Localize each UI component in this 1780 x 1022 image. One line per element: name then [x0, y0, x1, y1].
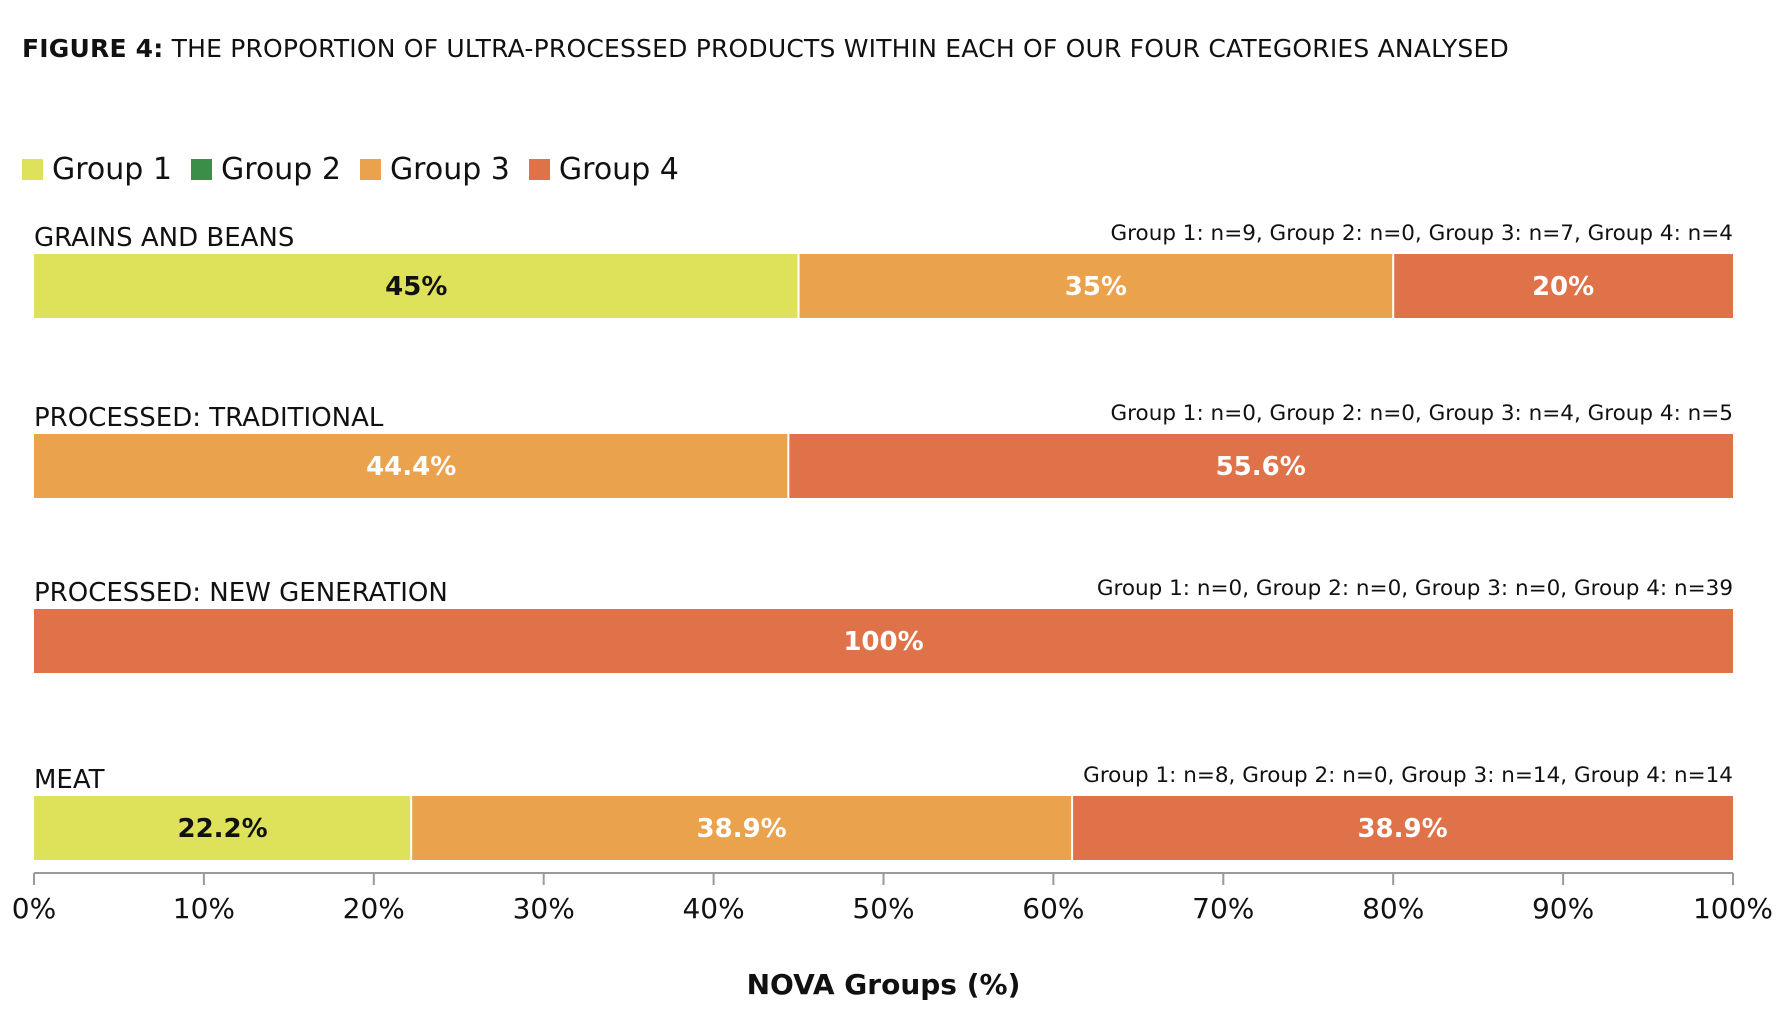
category-counts: Group 1: n=0, Group 2: n=0, Group 3: n=0…: [1097, 576, 1733, 601]
bar-segment-group-4: [1072, 796, 1733, 860]
x-tick-label: 50%: [852, 892, 914, 925]
x-axis-title: NOVA Groups (%): [747, 968, 1021, 1001]
data-label: 45%: [385, 272, 447, 302]
legend-label: Group 4: [558, 152, 679, 187]
category-counts: Group 1: n=0, Group 2: n=0, Group 3: n=4…: [1111, 401, 1733, 426]
legend: Group 1 Group 2 Group 3 Group 4: [22, 152, 698, 187]
bar-segment-group-3: [34, 434, 789, 498]
legend-swatch: [22, 159, 43, 180]
category-counts: Group 1: n=8, Group 2: n=0, Group 3: n=1…: [1083, 763, 1733, 788]
x-tick-label: 70%: [1192, 892, 1254, 925]
data-label: 44.4%: [366, 452, 456, 482]
legend-label: Group 1: [52, 152, 172, 187]
bar-segment-group-1: [34, 796, 412, 860]
x-tick-label: 40%: [682, 892, 744, 925]
data-label: 38.9%: [697, 814, 787, 844]
category-counts: Group 1: n=9, Group 2: n=0, Group 3: n=7…: [1111, 221, 1733, 246]
legend-item-group-2: Group 2: [190, 152, 341, 187]
bar-segment-group-3: [411, 796, 1073, 860]
legend-swatch: [190, 159, 212, 180]
category-label: PROCESSED: NEW GENERATION: [34, 578, 448, 608]
x-tick-label: 100%: [1693, 892, 1773, 925]
figure-caption: THE PROPORTION OF ULTRA-PROCESSED PRODUC…: [171, 34, 1509, 63]
bar-segment-group-4: [1393, 254, 1733, 318]
legend-item-group-4: Group 4: [528, 152, 679, 187]
x-tick-label: 30%: [513, 892, 575, 925]
bar-segment-group-4: [788, 434, 1733, 498]
x-tick-label: 10%: [173, 892, 235, 925]
legend-item-group-1: Group 1: [22, 152, 172, 187]
bar-segment-group-4: [34, 609, 1733, 673]
data-label: 22.2%: [177, 814, 267, 844]
category-label: MEAT: [34, 765, 105, 795]
legend-item-group-3: Group 3: [359, 152, 510, 187]
bar-segment-group-3: [798, 254, 1394, 318]
x-tick-label: 0%: [12, 892, 56, 925]
x-tick-label: 80%: [1362, 892, 1424, 925]
category-label: PROCESSED: TRADITIONAL: [34, 403, 384, 433]
data-label: 35%: [1065, 272, 1127, 302]
chart-title: FIGURE 4: THE PROPORTION OF ULTRA-PROCES…: [22, 34, 1509, 63]
figure-number: FIGURE 4:: [22, 34, 164, 63]
legend-label: Group 3: [389, 152, 510, 187]
data-label: 20%: [1532, 272, 1594, 302]
legend-label: Group 2: [220, 152, 341, 187]
category-label: GRAINS AND BEANS: [34, 223, 294, 253]
x-tick-label: 20%: [343, 892, 405, 925]
data-label: 55.6%: [1216, 452, 1306, 482]
x-tick-label: 90%: [1532, 892, 1594, 925]
legend-swatch: [359, 159, 381, 180]
bar-segment-group-1: [34, 254, 799, 318]
x-tick-label: 60%: [1022, 892, 1084, 925]
data-label: 38.9%: [1357, 814, 1447, 844]
data-label: 100%: [843, 627, 923, 657]
legend-swatch: [528, 159, 550, 180]
